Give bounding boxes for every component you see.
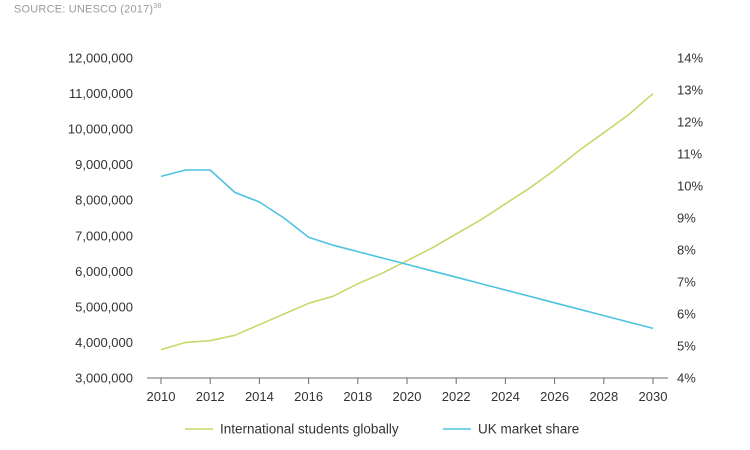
right-axis: 4% 5% 6% 7% 8% 9% 10% 11% 12% 13% 14%	[677, 51, 703, 386]
x-tick-label: 2014	[245, 389, 274, 404]
left-axis: 3,000,000 4,000,000 5,000,000 6,000,000 7,00…	[68, 51, 133, 386]
right-tick-label: 6%	[677, 307, 696, 322]
right-tick-label: 9%	[677, 211, 696, 226]
series-line	[160, 169, 654, 330]
source-label: SOURCE: UNESCO (2017)	[14, 3, 154, 16]
left-tick-label: 9,000,000	[75, 157, 133, 172]
left-tick-label: 6,000,000	[75, 264, 133, 279]
source-note: SOURCE: UNESCO (2017)38	[14, 3, 161, 16]
series-lines	[160, 92, 654, 351]
x-tick-label: 2022	[442, 389, 471, 404]
x-tick-label: 2010	[147, 389, 176, 404]
series-line	[160, 92, 654, 351]
left-tick-label: 8,000,000	[75, 193, 133, 208]
right-tick-label: 12%	[677, 115, 703, 130]
right-tick-label: 14%	[677, 51, 703, 66]
right-tick-label: 13%	[677, 83, 703, 98]
left-tick-label: 11,000,000	[69, 86, 133, 101]
left-tick-label: 10,000,000	[68, 122, 133, 137]
x-axis: 2010 2012 2014 2016 2018 2020 2022 2024 2026 2028…	[147, 377, 668, 404]
right-tick-label: 11%	[677, 147, 702, 162]
x-tick-label: 2020	[393, 389, 422, 404]
legend: International students globally UK market…	[185, 422, 579, 437]
left-tick-label: 12,000,000	[68, 51, 133, 66]
legend-label: UK market share	[478, 422, 579, 437]
x-tick-label: 2018	[343, 389, 372, 404]
x-tick-label: 2028	[589, 389, 618, 404]
x-tick-label: 2024	[491, 389, 520, 404]
left-tick-label: 7,000,000	[75, 228, 133, 243]
right-tick-label: 7%	[677, 275, 696, 290]
right-tick-label: 10%	[677, 179, 703, 194]
legend-label: International students globally	[220, 422, 399, 437]
x-tick-label: 2026	[540, 389, 569, 404]
right-tick-label: 5%	[677, 339, 696, 354]
right-tick-label: 8%	[677, 243, 696, 258]
right-tick-label: 4%	[677, 371, 696, 386]
left-tick-label: 5,000,000	[75, 299, 133, 314]
source-footnote: 38	[153, 3, 162, 10]
left-tick-label: 4,000,000	[75, 335, 133, 350]
x-tick-label: 2030	[639, 389, 668, 404]
left-tick-label: 3,000,000	[75, 371, 133, 386]
x-tick-label: 2016	[294, 389, 323, 404]
x-tick-label: 2012	[196, 389, 225, 404]
